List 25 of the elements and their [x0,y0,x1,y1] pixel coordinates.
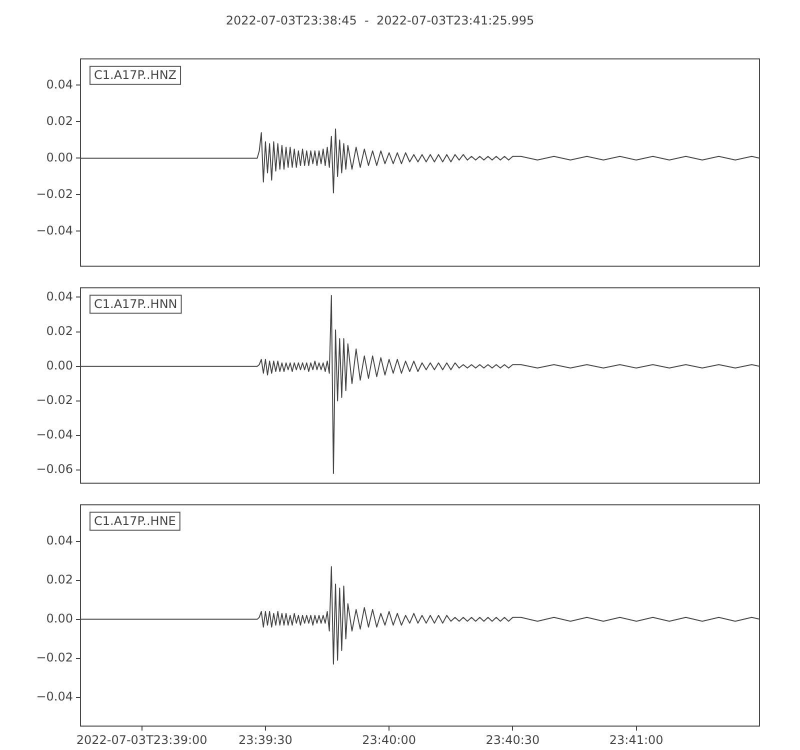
x-tick-label: 23:39:30 [238,732,292,747]
annotation: C1.A17P..HNE [94,514,176,528]
y-tick-label: −0.02 [36,186,73,201]
y-tick-label: −0.02 [36,393,73,407]
chart-title: 2022-07-03T23:38:45 - 2022-07-03T23:41:25.995 [226,13,534,28]
y-tick-label: −0.02 [36,650,73,664]
y-tick-label: 0.00 [46,358,73,372]
y-tick-label: −0.04 [36,428,73,442]
y-tick-label: 0.04 [46,289,73,304]
x-tick-label: 2022-07-03T23:39:00 [76,732,208,747]
annotation: C1.A17P..HNN [94,296,178,311]
x-tick-label: 23:41:00 [609,732,664,747]
y-tick-label: 0.04 [46,533,73,548]
y-tick-label: 0.00 [46,611,73,626]
y-tick-label: −0.04 [36,223,73,238]
y-tick-label: 0.02 [46,114,73,128]
y-tick-label: 0.00 [46,150,73,164]
y-tick-label: 0.04 [46,77,73,92]
y-tick-label: 0.02 [46,324,73,338]
y-tick-label: −0.04 [36,689,73,704]
x-tick-label: 23:40:30 [486,732,540,747]
y-tick-label: 0.02 [46,572,73,586]
annotation: C1.A17P..HNZ [94,68,177,82]
y-tick-label: −0.06 [36,462,73,476]
x-tick-label: 23:40:00 [362,732,416,747]
